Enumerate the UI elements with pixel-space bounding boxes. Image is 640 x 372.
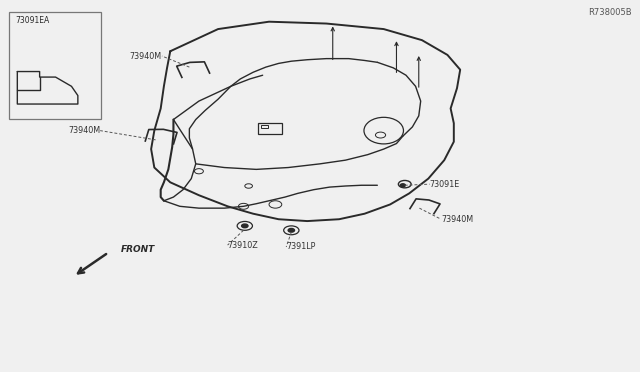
Circle shape: [242, 224, 248, 228]
Bar: [258, 123, 282, 134]
Text: 7391LP: 7391LP: [286, 243, 316, 251]
Text: FRONT: FRONT: [121, 245, 156, 254]
Text: 73940M: 73940M: [68, 126, 100, 135]
Text: R738005B: R738005B: [589, 8, 632, 17]
Circle shape: [288, 228, 294, 232]
Text: 73940M: 73940M: [130, 52, 162, 61]
Bar: [9, 12, 101, 119]
Text: 73940M: 73940M: [441, 215, 473, 224]
Text: 73091E: 73091E: [429, 180, 460, 189]
Bar: [261, 125, 268, 128]
Text: 73091EA: 73091EA: [15, 16, 50, 25]
Circle shape: [400, 184, 405, 187]
Text: 73910Z: 73910Z: [228, 241, 259, 250]
